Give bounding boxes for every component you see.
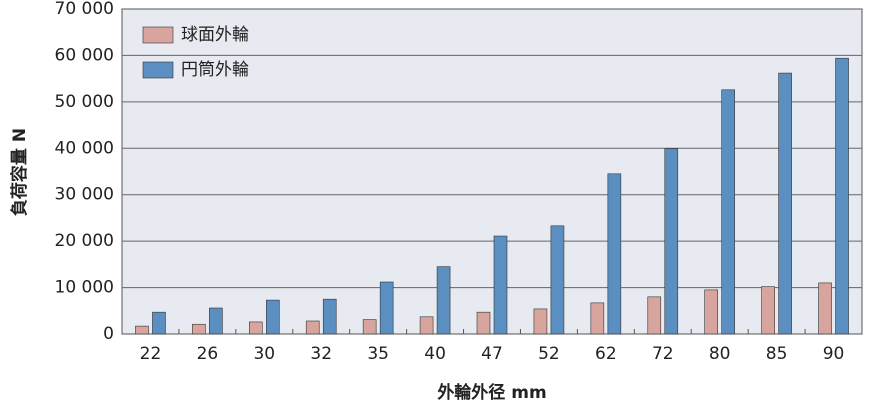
bar bbox=[647, 296, 662, 335]
bar bbox=[704, 289, 718, 335]
bar bbox=[664, 148, 679, 335]
legend-swatch bbox=[142, 26, 174, 44]
bar bbox=[322, 298, 337, 335]
bar bbox=[266, 299, 280, 335]
x-tick-label: 85 bbox=[766, 344, 788, 364]
y-tick-label: 20 000 bbox=[55, 231, 114, 251]
bar bbox=[476, 311, 491, 335]
bar bbox=[835, 57, 849, 335]
x-tick-label: 40 bbox=[424, 344, 446, 364]
bar bbox=[135, 325, 149, 335]
bar bbox=[419, 316, 434, 335]
x-tick-label: 35 bbox=[367, 344, 389, 364]
bar bbox=[761, 286, 775, 335]
legend-label: 球面外輪 bbox=[181, 25, 249, 45]
bar bbox=[778, 72, 792, 335]
y-tick-label: 70 000 bbox=[55, 0, 114, 19]
bar bbox=[493, 235, 508, 335]
bar bbox=[379, 281, 394, 335]
y-tick-label: 50 000 bbox=[55, 92, 114, 112]
x-tick-label: 32 bbox=[310, 344, 332, 364]
x-tick-label: 80 bbox=[709, 344, 731, 364]
bar bbox=[721, 89, 735, 335]
legend-swatch bbox=[142, 61, 174, 79]
x-tick-label: 22 bbox=[140, 344, 162, 364]
legend-label: 円筒外輪 bbox=[181, 60, 249, 80]
y-tick-label: 60 000 bbox=[55, 45, 114, 65]
bar bbox=[209, 307, 223, 335]
bar bbox=[607, 173, 622, 335]
y-axis-label: 負荷容量 N bbox=[9, 128, 30, 216]
x-tick-label: 52 bbox=[538, 344, 560, 364]
y-tick-label: 30 000 bbox=[55, 185, 114, 205]
y-tick-label: 10 000 bbox=[55, 278, 114, 298]
bar bbox=[590, 302, 605, 335]
x-tick-label: 30 bbox=[253, 344, 275, 364]
x-tick-label: 90 bbox=[823, 344, 845, 364]
bar bbox=[192, 323, 206, 335]
bar bbox=[305, 320, 320, 335]
x-tick-label: 47 bbox=[481, 344, 503, 364]
x-tick-label: 26 bbox=[197, 344, 219, 364]
bar bbox=[818, 282, 832, 335]
bar bbox=[550, 225, 565, 335]
plot-area bbox=[121, 8, 863, 335]
bar bbox=[436, 266, 451, 335]
bar bbox=[362, 319, 377, 335]
x-axis-label: 外輪外径 mm bbox=[437, 382, 546, 403]
y-tick-label: 0 bbox=[103, 324, 114, 344]
bar bbox=[533, 308, 548, 335]
x-tick-label: 62 bbox=[595, 344, 617, 364]
x-tick-label: 72 bbox=[652, 344, 674, 364]
bar bbox=[152, 311, 166, 335]
bar bbox=[249, 321, 263, 335]
y-tick-label: 40 000 bbox=[55, 138, 114, 158]
